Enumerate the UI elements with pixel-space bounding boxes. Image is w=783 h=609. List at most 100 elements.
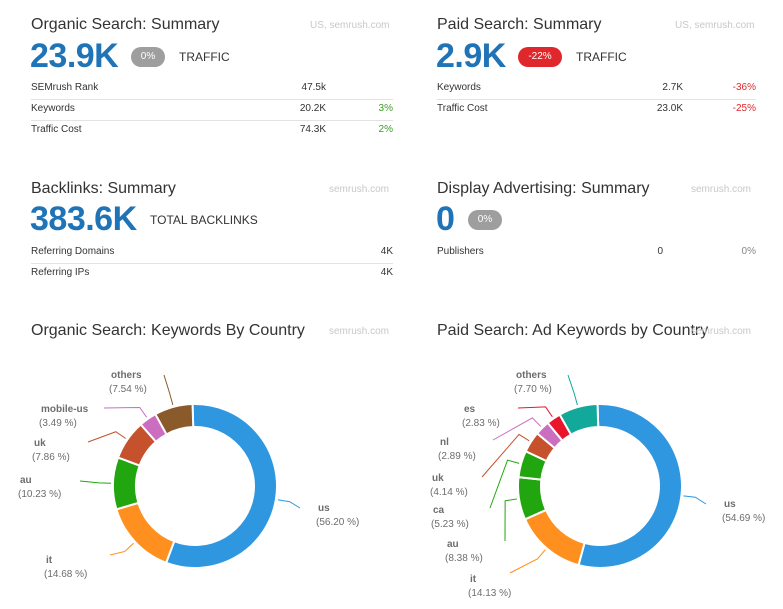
donut-slice-us[interactable]: [577, 403, 683, 569]
donut-slice-it[interactable]: [115, 501, 176, 565]
slice-percent-it: (14.13 %): [468, 588, 511, 599]
slice-name-it: it: [46, 555, 53, 566]
row-label: Keywords: [437, 82, 481, 93]
label-connector-others: [163, 374, 174, 406]
row-label: Traffic Cost: [437, 103, 488, 114]
backlinks-total-label: TOTAL BACKLINKS: [150, 213, 258, 227]
organic-country-chart-source[interactable]: semrush.com: [329, 326, 390, 337]
backlinks-summary-title: Backlinks: Summary: [31, 180, 176, 197]
label-connector-mobile-us: [103, 406, 148, 418]
label-connector-uk: [481, 433, 530, 478]
row-label: Referring IPs: [31, 267, 90, 278]
row-value[interactable]: 2.7K: [662, 82, 683, 93]
paid-country-chart-source[interactable]: semrush.com: [691, 326, 752, 337]
paid-summary-title: Paid Search: Summary: [437, 16, 602, 33]
row-change: -36%: [732, 82, 756, 93]
organic-summary-title: Organic Search: Summary: [31, 16, 220, 33]
slice-percent-nl: (2.89 %): [438, 451, 476, 462]
row-change: 3%: [378, 103, 393, 114]
backlinks-total-value[interactable]: 383.6K: [30, 200, 137, 238]
label-connector-es: [517, 406, 553, 418]
slice-percent-au: (10.23 %): [18, 489, 61, 500]
display-summary-source[interactable]: semrush.com: [691, 184, 752, 195]
donut-slice-others[interactable]: [558, 403, 600, 436]
organic-row-traffic-cost: Traffic Cost 74.3K 2%: [31, 120, 393, 141]
display-summary-title: Display Advertising: Summary: [437, 180, 650, 197]
label-connector-others: [567, 374, 578, 406]
row-value[interactable]: 47.5k: [301, 82, 326, 93]
row-value[interactable]: 74.3K: [299, 124, 326, 135]
slice-percent-es: (2.83 %): [462, 418, 500, 429]
slice-name-ca: ca: [433, 505, 445, 516]
slice-percent-uk: (4.14 %): [430, 487, 468, 498]
slice-name-uk: uk: [34, 438, 46, 449]
label-connector-us: [683, 495, 707, 505]
paid-traffic-change-badge: -22%: [518, 47, 562, 67]
backlinks-row-referring-domains: Referring Domains 4K: [31, 242, 393, 264]
slice-name-us: us: [318, 503, 330, 514]
display-change-badge: 0%: [468, 210, 502, 230]
organic-traffic-label: TRAFFIC: [179, 50, 230, 64]
slice-percent-mobile-us: (3.49 %): [39, 418, 77, 429]
slice-percent-ca: (5.23 %): [431, 519, 469, 530]
slice-name-es: es: [464, 404, 476, 415]
row-label: Referring Domains: [31, 246, 115, 257]
organic-summary-source[interactable]: US, semrush.com: [310, 20, 390, 31]
paid-summary-source[interactable]: US, semrush.com: [675, 20, 755, 31]
slice-name-au: au: [447, 539, 459, 550]
row-label: Keywords: [31, 103, 75, 114]
row-value[interactable]: 4K: [380, 267, 393, 278]
display-value[interactable]: 0: [436, 200, 455, 238]
organic-row-keywords: Keywords 20.2K 3%: [31, 99, 393, 121]
row-change: 0%: [741, 246, 756, 257]
row-label: SEMrush Rank: [31, 82, 99, 93]
slice-name-mobile-us: mobile-us: [41, 404, 89, 415]
slice-percent-us: (54.69 %): [722, 513, 765, 524]
label-connector-au: [504, 498, 518, 542]
donut-slice-others[interactable]: [154, 403, 195, 436]
paid-traffic-label: TRAFFIC: [576, 50, 627, 64]
row-value[interactable]: 4K: [380, 246, 393, 257]
slice-name-it: it: [470, 574, 477, 585]
label-connector-uk: [87, 431, 126, 443]
label-connector-it: [109, 542, 134, 556]
slice-percent-others: (7.54 %): [109, 384, 147, 395]
label-connector-us: [277, 499, 301, 509]
backlinks-row-referring-ips: Referring IPs 4K: [31, 263, 393, 284]
paid-country-chart-title: Paid Search: Ad Keywords by Country: [437, 322, 709, 339]
row-label: Traffic Cost: [31, 124, 82, 135]
organic-traffic-change-badge: 0%: [131, 47, 165, 67]
slice-percent-it: (14.68 %): [44, 569, 87, 580]
slice-name-nl: nl: [440, 437, 449, 448]
paid-traffic-value[interactable]: 2.9K: [436, 37, 506, 75]
label-connector-ca: [489, 459, 520, 509]
label-connector-it: [509, 549, 546, 574]
row-change: -25%: [732, 103, 756, 114]
donut-slice-it[interactable]: [523, 508, 586, 567]
slice-percent-others: (7.70 %): [514, 384, 552, 395]
row-value[interactable]: 20.2K: [299, 103, 326, 114]
slice-name-uk: uk: [432, 473, 444, 484]
display-row-publishers: Publishers 0 0%: [437, 242, 756, 263]
row-value[interactable]: 0: [657, 246, 663, 257]
slice-name-au: au: [20, 475, 32, 486]
slice-percent-au: (8.38 %): [445, 553, 483, 564]
backlinks-summary-source[interactable]: semrush.com: [329, 184, 390, 195]
donut-slice-us[interactable]: [164, 403, 278, 569]
row-change: 2%: [378, 124, 393, 135]
slice-percent-uk: (7.86 %): [32, 452, 70, 463]
label-connector-nl: [492, 417, 542, 441]
slice-percent-us: (56.20 %): [316, 517, 359, 528]
slice-name-us: us: [724, 499, 736, 510]
row-label: Publishers: [437, 246, 484, 257]
slice-name-others: others: [516, 370, 547, 381]
organic-traffic-value[interactable]: 23.9K: [30, 37, 119, 75]
organic-row-semrush-rank: SEMrush Rank 47.5k: [31, 78, 393, 100]
slice-name-others: others: [111, 370, 142, 381]
paid-row-keywords: Keywords 2.7K -36%: [437, 78, 756, 100]
row-value[interactable]: 23.0K: [656, 103, 683, 114]
label-connector-au: [79, 480, 112, 484]
donut-slice-au[interactable]: [112, 456, 141, 511]
paid-row-traffic-cost: Traffic Cost 23.0K -25%: [437, 99, 756, 120]
